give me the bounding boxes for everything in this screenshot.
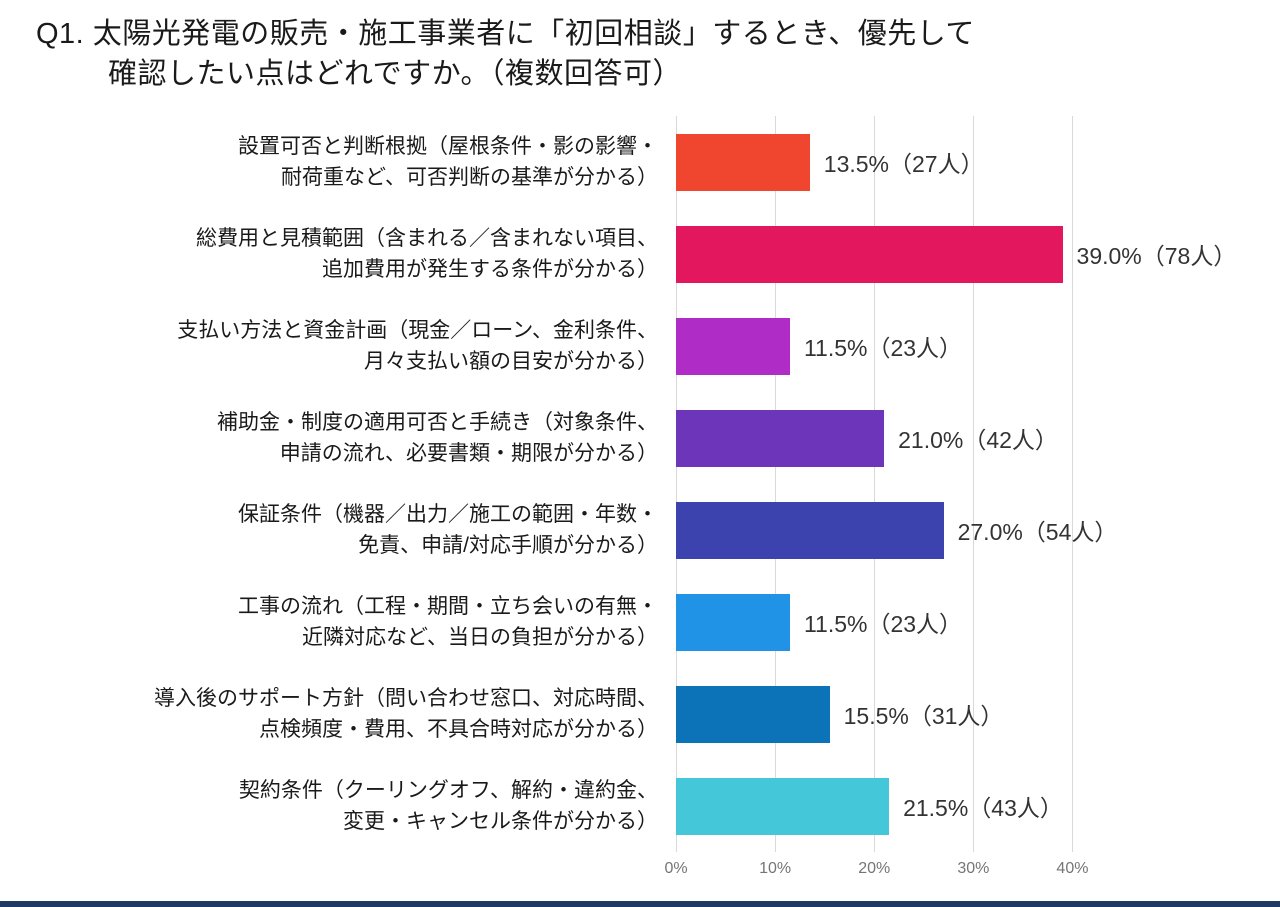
chart-row: 補助金・制度の適用可否と手続き（対象条件、申請の流れ、必要書類・期限が分かる） 2…: [0, 392, 1280, 484]
bar-cell: 27.0%（54人）: [676, 484, 1280, 576]
category-label-line: 支払い方法と資金計画（現金／ローン、金利条件、: [177, 318, 658, 342]
bar-cell: 13.5%（27人）: [676, 116, 1280, 208]
category-label-line: 工事の流れ（工程・期間・立ち会いの有無・: [238, 594, 658, 618]
chart-row: 設置可否と判断根拠（屋根条件・影の影響・耐荷重など、可否判断の基準が分かる） 13…: [0, 116, 1280, 208]
chart-row: 総費用と見積範囲（含まれる／含まれない項目、追加費用が発生する条件が分かる） 39…: [0, 208, 1280, 300]
bar: [676, 501, 944, 559]
category-label: 導入後のサポート方針（問い合わせ窓口、対応時間、点検頻度・費用、不具合時対応が分…: [0, 683, 676, 746]
chart-row: 支払い方法と資金計画（現金／ローン、金利条件、月々支払い額の目安が分かる） 11.…: [0, 300, 1280, 392]
chart-row: 工事の流れ（工程・期間・立ち会いの有無・近隣対応など、当日の負担が分かる） 11.…: [0, 576, 1280, 668]
category-label-line: 点検頻度・費用、不具合時対応が分かる）: [259, 718, 658, 742]
category-label-line: 保証条件（機器／出力／施工の範囲・年数・: [238, 502, 658, 526]
chart-row: 導入後のサポート方針（問い合わせ窓口、対応時間、点検頻度・費用、不具合時対応が分…: [0, 668, 1280, 760]
bar: [676, 593, 790, 651]
value-label: 21.5%（43人）: [903, 795, 1063, 822]
gridline: [676, 116, 677, 853]
chart-title-line2: 確認したい点はどれですか。（複数回答可）: [108, 58, 683, 91]
bar-cell: 11.5%（23人）: [676, 576, 1280, 668]
gridline: [775, 116, 777, 853]
bar-cell: 15.5%（31人）: [676, 668, 1280, 760]
category-label: 契約条件（クーリングオフ、解約・違約金、変更・キャンセル条件が分かる）: [0, 775, 676, 838]
chart-title-line1: Q1. 太陽光発電の販売・施工事業者に「初回相談」するとき、優先して: [36, 18, 975, 50]
bar-cell: 21.5%（43人）: [676, 760, 1280, 852]
chart-row: 保証条件（機器／出力／施工の範囲・年数・免責、申請/対応手順が分かる） 27.0%…: [0, 484, 1280, 576]
x-tick-label: 30%: [957, 860, 990, 878]
chart-rows: 設置可否と判断根拠（屋根条件・影の影響・耐荷重など、可否判断の基準が分かる） 13…: [0, 116, 1280, 853]
x-axis: 0% 10% 20% 30% 40%: [664, 852, 1122, 892]
gridline: [1072, 116, 1074, 853]
bar-cell: 21.0%（42人）: [676, 392, 1280, 484]
gridline: [973, 116, 975, 853]
value-label: 11.5%（23人）: [803, 611, 963, 638]
category-label-line: 追加費用が発生する条件が分かる）: [322, 258, 658, 282]
category-label: 補助金・制度の適用可否と手続き（対象条件、申請の流れ、必要書類・期限が分かる）: [0, 407, 676, 470]
chart-row: 契約条件（クーリングオフ、解約・違約金、変更・キャンセル条件が分かる） 21.5%…: [0, 760, 1280, 852]
category-label: 工事の流れ（工程・期間・立ち会いの有無・近隣対応など、当日の負担が分かる）: [0, 591, 676, 654]
category-label-line: 設置可否と判断根拠（屋根条件・影の影響・: [238, 134, 658, 158]
x-tick-label: 10%: [759, 860, 792, 878]
category-label: 総費用と見積範囲（含まれる／含まれない項目、追加費用が発生する条件が分かる）: [0, 223, 676, 286]
chart-title: Q1. 太陽光発電の販売・施工事業者に「初回相談」するとき、優先して 確認したい…: [0, 0, 1280, 94]
bar: [676, 225, 1063, 283]
bar: [676, 133, 810, 191]
category-label: 設置可否と判断根拠（屋根条件・影の影響・耐荷重など、可否判断の基準が分かる）: [0, 131, 676, 194]
value-label: 13.5%（27人）: [823, 151, 984, 178]
x-tick-label: 40%: [1056, 860, 1089, 878]
bar-cell: 11.5%（23人）: [676, 300, 1280, 392]
value-label: 11.5%（23人）: [803, 335, 963, 362]
x-tick-label: 20%: [858, 860, 891, 878]
bar-chart: 設置可否と判断根拠（屋根条件・影の影響・耐荷重など、可否判断の基準が分かる） 13…: [0, 116, 1280, 892]
category-label-line: 変更・キャンセル条件が分かる）: [343, 810, 658, 834]
category-label: 保証条件（機器／出力／施工の範囲・年数・免責、申請/対応手順が分かる）: [0, 499, 676, 562]
bar: [676, 317, 790, 375]
category-label-line: 契約条件（クーリングオフ、解約・違約金、: [238, 778, 658, 802]
gridline: [874, 116, 876, 853]
value-label: 21.0%（42人）: [898, 427, 1058, 454]
category-label: 支払い方法と資金計画（現金／ローン、金利条件、月々支払い額の目安が分かる）: [0, 315, 676, 378]
category-label-line: 総費用と見積範囲（含まれる／含まれない項目、: [196, 226, 658, 250]
category-label-line: 近隣対応など、当日の負担が分かる）: [302, 626, 658, 650]
bar: [676, 777, 890, 835]
bar: [676, 685, 830, 743]
x-tick-label: 0%: [664, 860, 688, 878]
bar-cell: 39.0%（78人）: [676, 208, 1280, 300]
value-label: 39.0%（78人）: [1076, 243, 1237, 270]
category-label-line: 免責、申請/対応手順が分かる）: [358, 534, 658, 558]
category-label-line: 耐荷重など、可否判断の基準が分かる）: [281, 166, 658, 190]
category-label-line: 補助金・制度の適用可否と手続き（対象条件、: [217, 410, 658, 434]
bar: [676, 409, 885, 467]
category-label-line: 申請の流れ、必要書類・期限が分かる）: [279, 442, 658, 466]
plot-gridlines: [676, 116, 1122, 853]
value-label: 15.5%（31人）: [843, 703, 1004, 730]
bottom-border-bar: [0, 901, 1280, 907]
category-label-line: 月々支払い額の目安が分かる）: [364, 350, 658, 374]
category-label-line: 導入後のサポート方針（問い合わせ窓口、対応時間、: [154, 686, 658, 710]
value-label: 27.0%（54人）: [957, 519, 1118, 546]
